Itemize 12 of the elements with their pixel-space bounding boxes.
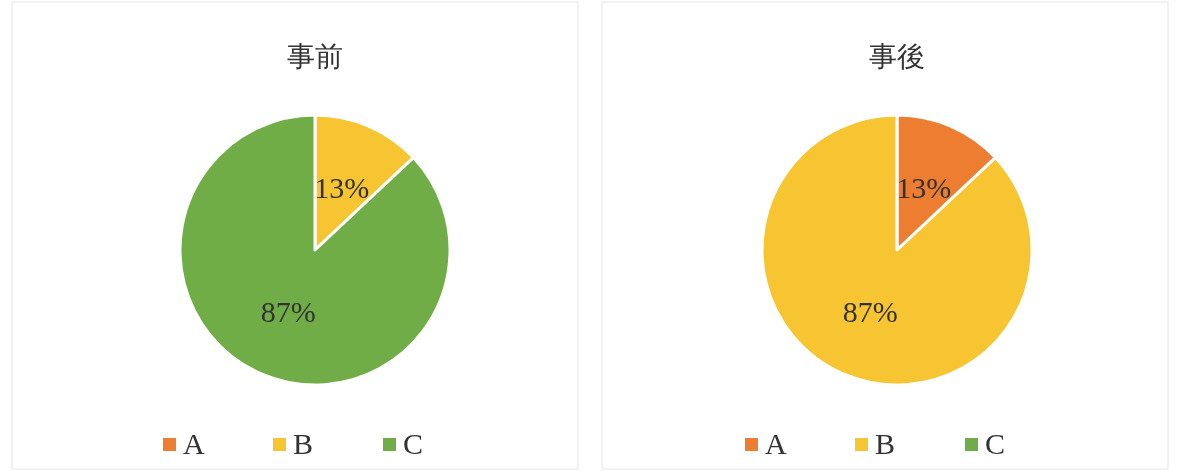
legend-label: B	[293, 427, 314, 460]
data-label: 87%	[260, 294, 316, 328]
chart-title: 事後	[869, 40, 925, 73]
data-label: 87%	[842, 294, 898, 328]
legend-label: A	[765, 427, 787, 460]
data-label: 13%	[896, 171, 952, 205]
legend-label: C	[403, 427, 424, 460]
legend-label: C	[985, 427, 1006, 460]
data-label: 13%	[314, 171, 370, 205]
chart-title: 事前	[287, 40, 343, 73]
legend-label: B	[875, 427, 896, 460]
legend-label: A	[183, 427, 205, 460]
